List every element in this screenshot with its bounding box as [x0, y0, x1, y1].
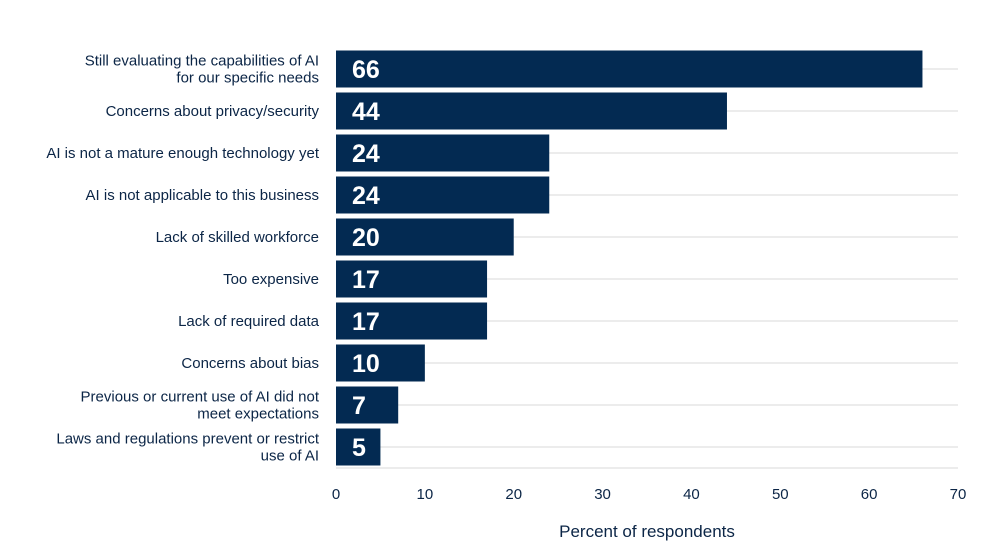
bar	[336, 344, 425, 382]
bar	[336, 218, 514, 256]
bar	[336, 176, 550, 214]
category-label: AI is not a mature enough technology yet	[46, 145, 320, 162]
x-tick-label: 20	[505, 486, 522, 503]
category-label: Laws and regulations prevent or restrict…	[56, 431, 319, 465]
value-label: 20	[352, 224, 380, 252]
bar	[336, 260, 488, 298]
value-label: 10	[352, 350, 380, 378]
bar	[336, 302, 488, 340]
value-label: 5	[352, 434, 366, 462]
bar	[336, 50, 923, 88]
bar	[336, 134, 550, 172]
x-tick-label: 0	[332, 486, 340, 503]
category-label: Still evaluating the capabilities of AI f…	[85, 53, 319, 87]
x-tick-label: 70	[950, 486, 967, 503]
bar	[336, 428, 381, 466]
category-label: AI is not applicable to this business	[86, 187, 319, 204]
value-label: 24	[352, 182, 380, 210]
x-axis-label: Percent of respondents	[559, 522, 735, 541]
category-label: Lack of skilled workforce	[156, 229, 319, 246]
value-label: 66	[352, 56, 380, 84]
category-label: Concerns about bias	[181, 355, 319, 372]
value-label: 24	[352, 140, 380, 168]
bar	[336, 92, 727, 130]
category-label: Concerns about privacy/security	[106, 103, 320, 120]
bar	[336, 386, 399, 424]
x-tick-label: 10	[417, 486, 434, 503]
category-labels: Still evaluating the capabilities of AI f…	[46, 53, 320, 465]
category-label: Lack of required data	[178, 313, 320, 330]
x-tick-label: 50	[772, 486, 789, 503]
x-tick-label: 40	[683, 486, 700, 503]
category-label: Too expensive	[223, 271, 319, 288]
value-label: 17	[352, 266, 380, 294]
value-label: 7	[352, 392, 366, 420]
bars: 66 44 24 24 20 17 17 10 7 5	[336, 50, 923, 466]
value-label: 17	[352, 308, 380, 336]
x-tick-label: 60	[861, 486, 878, 503]
category-label: Previous or current use of AI did not mee…	[81, 389, 320, 423]
x-axis-ticks: 0 10 20 30 40 50 60 70	[332, 486, 967, 503]
x-tick-label: 30	[594, 486, 611, 503]
value-label: 44	[352, 98, 380, 126]
